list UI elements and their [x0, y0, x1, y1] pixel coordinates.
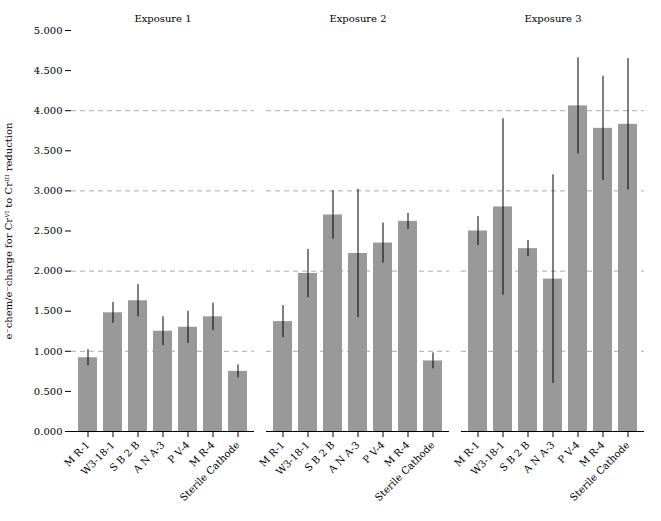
- svg-text:A N A-3: A N A-3: [130, 439, 166, 475]
- svg-text:M R-4: M R-4: [577, 439, 607, 469]
- svg-text:3.500: 3.500: [34, 145, 63, 156]
- svg-text:S B 2 B: S B 2 B: [497, 439, 532, 474]
- svg-text:e⁻chem/e⁻charge for Crⱽᴵ to Cr: e⁻chem/e⁻charge for Crⱽᴵ to Crᴵᴵᴵ reduct…: [3, 122, 14, 339]
- svg-text:Exposure 1: Exposure 1: [134, 13, 191, 24]
- svg-text:2.000: 2.000: [34, 265, 63, 276]
- svg-text:3.000: 3.000: [34, 185, 63, 196]
- svg-text:M R-1: M R-1: [452, 439, 482, 469]
- svg-text:Sterile Cathode: Sterile Cathode: [373, 439, 437, 503]
- svg-text:4.500: 4.500: [34, 65, 63, 76]
- svg-text:2.500: 2.500: [34, 225, 63, 236]
- svg-text:W3-18-1: W3-18-1: [469, 439, 507, 477]
- svg-text:P V-4: P V-4: [360, 439, 387, 466]
- svg-text:A N A-3: A N A-3: [520, 439, 556, 475]
- svg-text:0.500: 0.500: [34, 386, 63, 397]
- svg-text:W3-18-1: W3-18-1: [274, 439, 312, 477]
- svg-text:M R-1: M R-1: [62, 439, 92, 469]
- svg-text:M R-1: M R-1: [257, 439, 287, 469]
- svg-text:Sterile Cathode: Sterile Cathode: [178, 439, 242, 503]
- svg-text:P V-4: P V-4: [555, 439, 582, 466]
- svg-text:0.000: 0.000: [34, 426, 63, 437]
- svg-text:1.000: 1.000: [34, 346, 63, 357]
- svg-text:W3-18-1: W3-18-1: [79, 439, 117, 477]
- svg-text:Exposure 2: Exposure 2: [329, 13, 386, 24]
- svg-text:M R-4: M R-4: [187, 439, 217, 469]
- svg-text:5.000: 5.000: [34, 25, 63, 36]
- svg-text:Exposure 3: Exposure 3: [524, 13, 581, 24]
- svg-text:4.000: 4.000: [34, 105, 63, 116]
- svg-text:P V-4: P V-4: [165, 439, 192, 466]
- svg-text:S B 2 B: S B 2 B: [107, 439, 142, 474]
- svg-text:1.500: 1.500: [34, 305, 63, 316]
- svg-text:S B 2 B: S B 2 B: [302, 439, 337, 474]
- svg-text:Sterile Cathode: Sterile Cathode: [568, 439, 632, 503]
- svg-text:M R-4: M R-4: [382, 439, 412, 469]
- svg-text:A N A-3: A N A-3: [325, 439, 361, 475]
